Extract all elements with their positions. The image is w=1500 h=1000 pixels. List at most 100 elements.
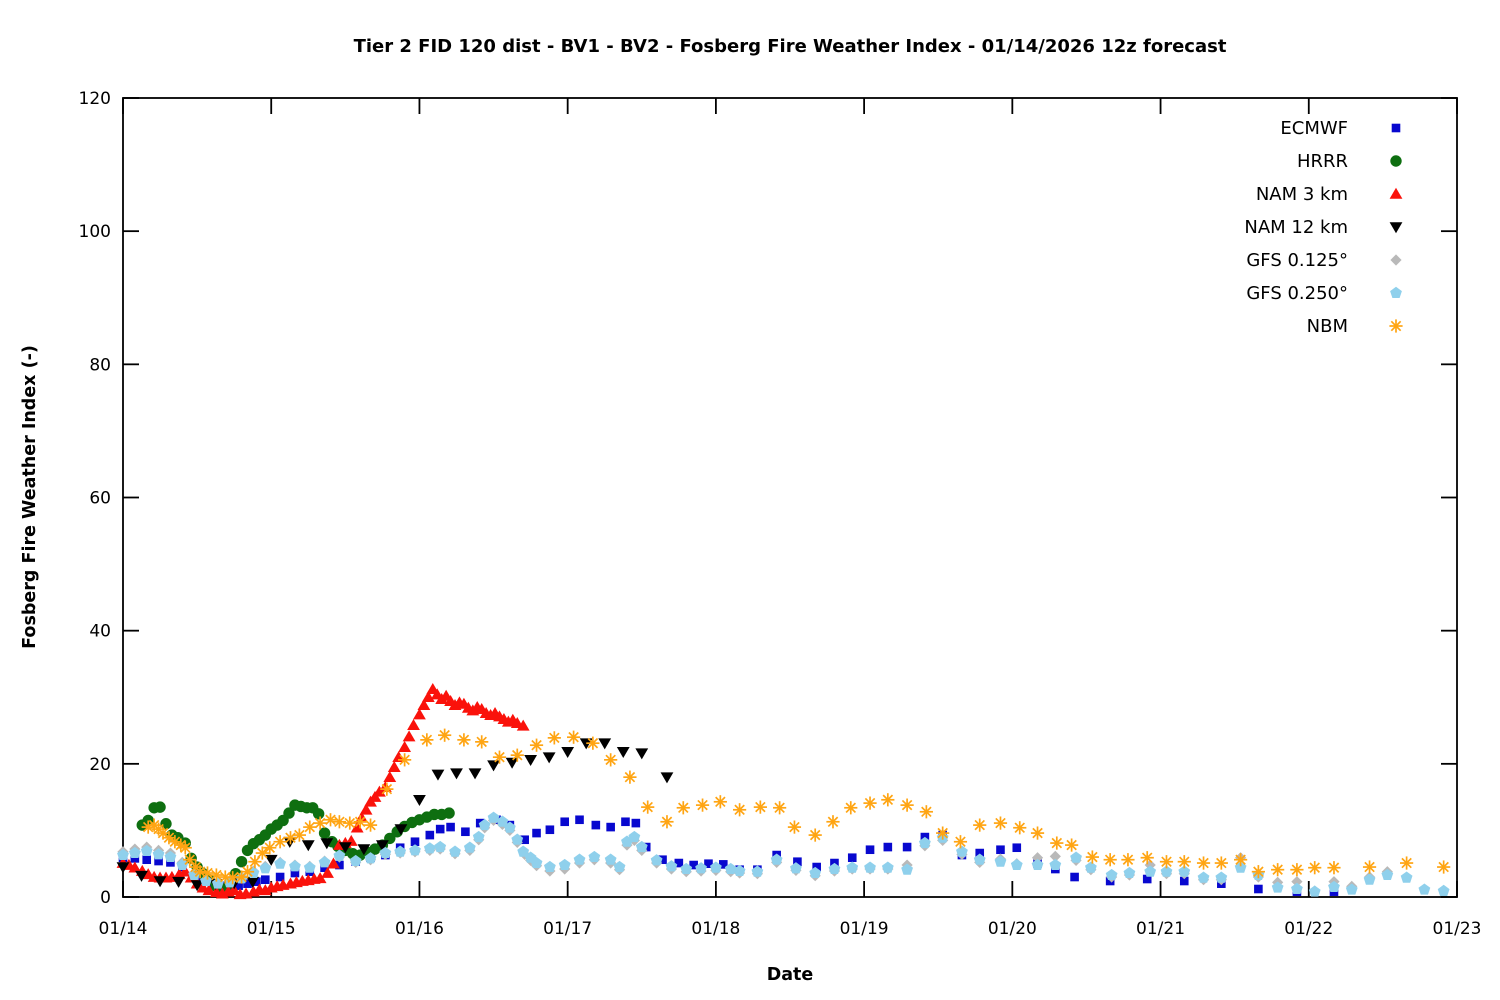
data-point (1030, 826, 1045, 840)
data-point (558, 858, 571, 871)
data-point (1328, 880, 1340, 893)
data-point (812, 862, 821, 872)
data-point (178, 865, 192, 877)
data-point (457, 733, 471, 747)
legend-label: ECMWF (1280, 118, 1348, 139)
data-point (695, 862, 707, 874)
y-tick-label: 100 (79, 222, 111, 242)
data-point (689, 860, 698, 870)
data-point (733, 864, 746, 877)
data-point (338, 842, 352, 854)
data-point (1362, 860, 1377, 874)
data-point (1121, 853, 1135, 867)
data-point (1234, 861, 1247, 873)
data-point (1389, 187, 1403, 199)
data-point (190, 880, 204, 892)
data-point (1050, 836, 1064, 850)
data-point (973, 818, 987, 832)
data-point (160, 818, 172, 830)
data-point (561, 747, 575, 759)
data-point (604, 753, 618, 767)
data-point (472, 830, 485, 843)
data-point (1290, 863, 1304, 877)
legend-item-gfs-0-125-: GFS 0.125° (1246, 250, 1402, 271)
data-point (901, 863, 913, 875)
data-point (1437, 884, 1450, 897)
data-point (117, 848, 129, 861)
data-point (394, 845, 407, 857)
data-point (1308, 861, 1322, 875)
data-point (423, 842, 436, 854)
data-point (312, 808, 325, 820)
data-point (793, 857, 802, 867)
data-point (1085, 850, 1099, 864)
data-point (787, 820, 802, 834)
data-point (130, 854, 140, 863)
legend-label: NBM (1307, 316, 1348, 337)
data-point (1291, 876, 1303, 888)
data-point (1251, 865, 1265, 879)
data-point (1065, 838, 1079, 852)
data-point (394, 824, 408, 836)
data-point (676, 801, 690, 815)
data-point (973, 853, 986, 865)
data-point (407, 719, 420, 731)
data-point (154, 856, 163, 866)
data-point (598, 738, 612, 750)
legend-item-hrrr: HRRR (1297, 151, 1402, 172)
data-point (413, 794, 426, 806)
data-point (273, 835, 287, 849)
data-point (631, 818, 641, 828)
data-point (517, 845, 530, 857)
data-point (660, 772, 674, 784)
data-point (808, 828, 822, 842)
data-point (516, 719, 530, 731)
data-point (176, 858, 189, 871)
data-point (492, 750, 507, 764)
data-point (616, 747, 630, 759)
data-point (1291, 882, 1303, 895)
series-nbm (141, 728, 1451, 885)
data-point (560, 817, 570, 827)
data-point (240, 865, 255, 879)
legend-label: GFS 0.250° (1246, 283, 1348, 304)
series-gfs-0-250- (117, 811, 1450, 897)
data-point (881, 793, 895, 807)
legend-label: GFS 0.125° (1246, 250, 1348, 271)
legend-label: NAM 12 km (1244, 217, 1348, 238)
data-point (1179, 876, 1189, 886)
data-point (380, 782, 394, 796)
data-point (1031, 858, 1044, 871)
data-point (1391, 123, 1401, 133)
data-point (902, 842, 912, 852)
data-point (116, 862, 130, 874)
data-point (1215, 871, 1228, 883)
data-point (375, 840, 389, 852)
x-axis-label: Date (766, 965, 814, 985)
legend-item-nam-3-km: NAM 3 km (1256, 184, 1403, 205)
data-point (142, 855, 152, 865)
y-tick-label: 80 (89, 355, 111, 375)
data-point (674, 858, 684, 868)
chart-title: Tier 2 FID 120 dist - BV1 - BV2 - Fosber… (353, 36, 1227, 57)
data-point (773, 801, 787, 815)
data-point (529, 738, 544, 752)
data-point (542, 752, 556, 764)
data-point (650, 854, 663, 866)
data-point (1084, 861, 1097, 873)
x-tick-label: 01/16 (395, 919, 444, 939)
data-point (503, 821, 516, 833)
data-point (274, 857, 287, 869)
legend-item-nbm: NBM (1307, 316, 1403, 337)
data-point (487, 811, 500, 823)
data-point (468, 768, 482, 780)
data-point (301, 840, 315, 852)
data-point (1345, 883, 1358, 895)
data-point (621, 817, 630, 827)
data-point (350, 821, 364, 833)
data-point (579, 738, 593, 750)
data-point (680, 862, 693, 875)
data-point (547, 731, 561, 745)
x-tick-label: 01/22 (1284, 919, 1333, 939)
